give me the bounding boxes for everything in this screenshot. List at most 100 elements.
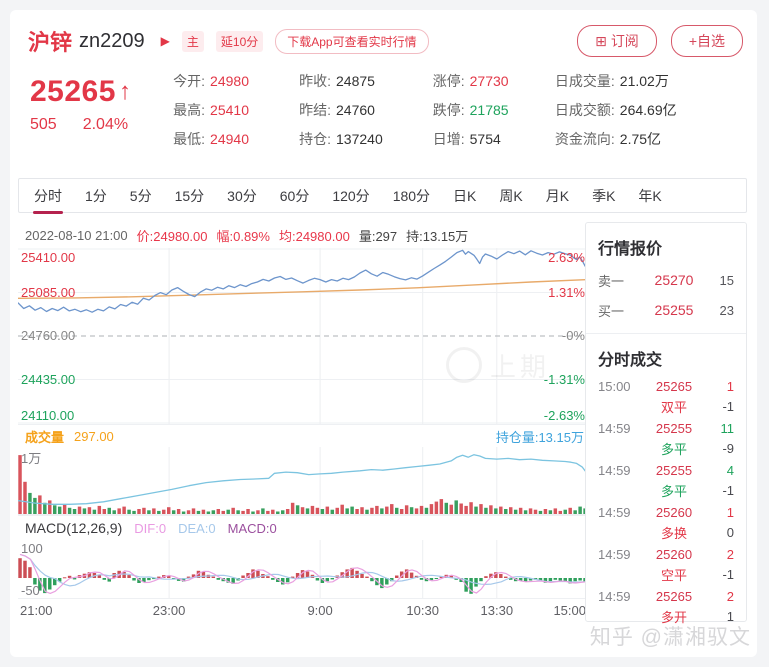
trade-type: 双平	[660, 399, 687, 415]
trade-type: 多换	[660, 525, 687, 541]
price-change-pct: 2.04%	[82, 116, 129, 133]
tab-5min[interactable]: 5分	[129, 187, 152, 204]
tab-fenshi[interactable]: 分时	[34, 187, 62, 204]
ask-row: 卖一 25270 15	[598, 265, 734, 295]
volume-chart[interactable]: 1万	[18, 447, 588, 515]
trade-time: 14:59	[598, 588, 631, 604]
tab-15min[interactable]: 15分	[174, 187, 205, 204]
period-tab-bar: 分时 1分 5分 15分 30分 60分 120分 180分 日K 周K 月K …	[18, 178, 747, 213]
volume-chart-svg[interactable]	[18, 447, 588, 515]
time-axis: 21:00 23:00 9:00 10:30 13:30 15:00	[18, 598, 588, 620]
trade-entry: 14:59 25265 2 多开 1	[598, 586, 734, 626]
trade-delta: -1	[722, 398, 734, 414]
stat-label: 最低:	[173, 130, 206, 147]
trade-entry: 15:00 25265 1 双平 -1	[598, 376, 734, 416]
price-summary: 25265 ↑ 505 2.04% 今开: 24980 最高: 25410 最低: 2…	[30, 66, 741, 168]
trade-delta: -1	[722, 566, 734, 582]
subscribe-icon: ⊞	[595, 32, 607, 49]
trade-time: 14:59	[598, 504, 631, 520]
info-price: 价:24980.00	[136, 228, 208, 244]
info-avg: 均:24980.00	[278, 228, 350, 244]
quote-price: 25255	[654, 302, 694, 318]
trade-type: 多平	[660, 483, 687, 499]
instrument-code: zn2209	[79, 29, 145, 52]
trades-section: 分时成交 15:00 25265 1 双平 -1 14:59 25255 11 多平 -9 …	[586, 334, 746, 636]
stat-label: 昨收:	[299, 72, 332, 89]
macd-dif-legend: DIF:0	[134, 520, 167, 536]
tab-30min[interactable]: 30分	[227, 187, 257, 204]
stat-value: 21785	[469, 101, 509, 118]
quote-price: 25270	[654, 272, 694, 288]
volume-label: 成交量	[25, 429, 65, 445]
zhihu-watermark: 知乎 @潇湘驭文	[589, 626, 751, 649]
open-interest-label: 持仓量:13.15万	[495, 429, 584, 445]
trade-time: 14:59	[598, 420, 631, 436]
instrument-name: 沪锌	[28, 30, 73, 55]
stat-label: 日成交额:	[554, 101, 615, 118]
last-price: 25265	[30, 75, 116, 108]
stat-label: 资金流向:	[554, 130, 615, 147]
tab-120min[interactable]: 120分	[332, 187, 370, 204]
trade-delta: -9	[722, 440, 734, 456]
macd-header: MACD(12,26,9) DIF:0 DEA:0 MACD:0	[18, 515, 588, 540]
stats-col-4: 日成交量: 21.02万 日成交额: 264.69亿 资金流向: 2.75亿	[555, 66, 741, 168]
macd-chart-svg[interactable]	[18, 540, 588, 598]
tab-quarterly[interactable]: 季K	[592, 187, 616, 204]
trade-price: 25265	[655, 588, 693, 604]
stat-value: 24980	[210, 72, 249, 89]
stat-value: 137240	[336, 130, 383, 147]
time-tick: 23:00	[152, 603, 186, 618]
last-price-block: 25265 ↑ 505 2.04%	[30, 66, 173, 168]
volume-value: 297.00	[74, 428, 114, 444]
tab-60min[interactable]: 60分	[279, 187, 310, 204]
tab-monthly[interactable]: 月K	[545, 187, 570, 204]
trade-price: 25265	[655, 378, 693, 394]
header: 沪锌 zn2209 ▶ 主 延10分 下载App可查看实时行情 ⊞ 订阅 +自选	[28, 25, 743, 57]
main-price-chart[interactable]: 25410.00 25085.00 24760.00 24435.00 2411…	[18, 248, 588, 424]
stat-label: 日成交量:	[554, 72, 615, 89]
tab-180min[interactable]: 180分	[392, 187, 431, 204]
stats-col-3: 涨停: 27730 跌停: 21785 日增: 5754	[433, 66, 555, 168]
tab-daily[interactable]: 日K	[453, 187, 477, 204]
volume-header: 成交量 297.00 持仓量:13.15万	[18, 424, 588, 447]
quote-side-panel: 行情报价 卖一 25270 15 买一 25255 23 分时成交 15:00 2…	[585, 222, 747, 625]
trade-volume: 11	[720, 420, 735, 436]
stat-label: 涨停:	[432, 72, 465, 89]
subscribe-button[interactable]: ⊞ 订阅	[577, 25, 657, 57]
trade-volume: 1	[726, 504, 734, 520]
trade-entry: 14:59 25255 11 多平 -9	[598, 418, 734, 458]
stat-value: 24940	[210, 130, 249, 147]
macd-macd-legend: MACD:0	[227, 520, 277, 536]
download-app-pill[interactable]: 下载App可查看实时行情	[275, 28, 429, 54]
trade-time: 14:59	[598, 546, 631, 562]
trade-type: 空平	[660, 567, 687, 583]
add-watchlist-button[interactable]: +自选	[670, 25, 743, 57]
trades-panel-title: 分时成交	[598, 352, 663, 369]
quote-qty: 15	[719, 272, 734, 288]
trade-volume: 2	[726, 588, 734, 604]
stat-value: 27730	[469, 72, 509, 89]
trade-delta: -1	[722, 482, 734, 498]
trade-entry: 14:59 25255 4 多平 -1	[598, 460, 734, 500]
stat-label: 日增:	[432, 130, 465, 147]
play-icon[interactable]: ▶	[160, 34, 170, 48]
info-datetime: 2022-08-10 21:00	[25, 227, 128, 243]
tab-1min[interactable]: 1分	[85, 187, 107, 204]
main-chart-svg[interactable]	[18, 248, 588, 424]
stat-value: 25410	[210, 101, 249, 118]
tab-weekly[interactable]: 周K	[499, 187, 523, 204]
time-tick: 13:30	[480, 603, 514, 618]
stat-label: 最高:	[173, 101, 206, 118]
trade-type: 多开	[660, 609, 687, 625]
macd-chart[interactable]: 100 -50	[18, 540, 588, 598]
crosshair-info-bar: 2022-08-10 21:00 价:24980.00 幅:0.89% 均:24…	[18, 222, 588, 248]
trade-type: 多平	[660, 441, 687, 457]
info-volume: 量:297	[358, 228, 398, 244]
macd-params: MACD(12,26,9)	[25, 520, 123, 536]
quote-qty: 23	[719, 302, 734, 318]
trade-price: 25255	[655, 420, 693, 436]
chart-column: 2022-08-10 21:00 价:24980.00 幅:0.89% 均:24…	[18, 222, 588, 620]
subscribe-label: 订阅	[610, 33, 639, 49]
tab-yearly[interactable]: 年K	[638, 187, 662, 204]
trade-price: 25255	[655, 462, 693, 478]
